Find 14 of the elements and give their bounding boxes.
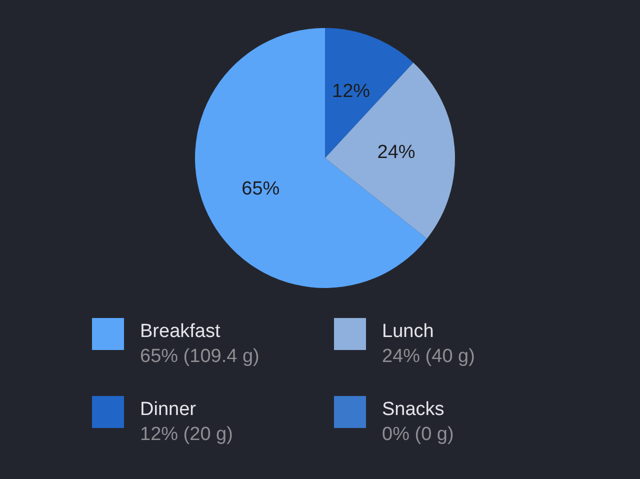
data-label: 24%: [377, 142, 416, 163]
text: 0% (0 g): [382, 423, 454, 447]
data-label: 65%: [242, 178, 280, 200]
text: 65% (109.4 g): [140, 345, 260, 369]
pie-slice: [325, 62, 455, 239]
pie-slice: [325, 28, 414, 158]
text: 24% (40 g): [382, 345, 475, 369]
legend-label: Dinner: [140, 398, 197, 422]
text: 12% (20 g): [140, 423, 233, 447]
legend-label: Breakfast: [140, 320, 222, 344]
data-label: 12%: [332, 80, 370, 102]
legend-label: Snacks: [382, 398, 446, 422]
legend-label: Lunch: [382, 320, 435, 344]
pie-slice: [195, 28, 427, 288]
